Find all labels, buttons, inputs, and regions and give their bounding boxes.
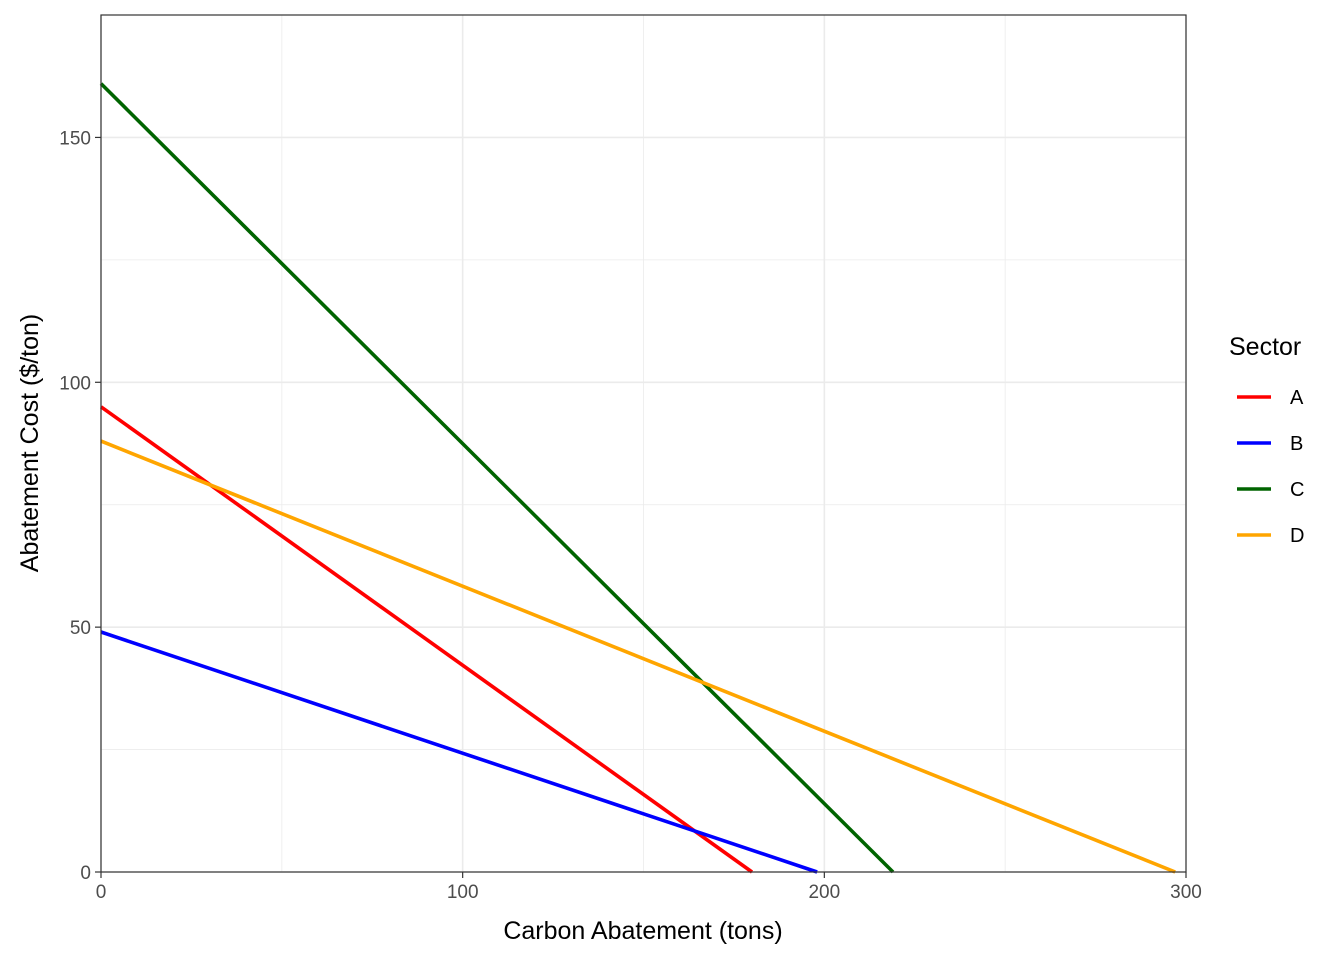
y-tick-label: 150 <box>59 128 91 149</box>
series-line-b <box>100 630 818 874</box>
series-line-c <box>99 82 895 874</box>
legend-items: A B C D <box>1237 387 1304 547</box>
y-tick-label: 100 <box>59 373 91 394</box>
y-tick-label: 0 <box>80 863 91 884</box>
series-line-d <box>100 439 1176 874</box>
x-tick-label: 300 <box>1170 882 1202 903</box>
y-tick-label: 50 <box>70 618 91 639</box>
legend: Sector A B C D <box>1229 333 1304 547</box>
series-lines <box>99 82 1176 874</box>
x-tick-label: 100 <box>447 882 479 903</box>
legend-label-a: A <box>1290 387 1304 409</box>
plot-border <box>100 14 1187 873</box>
legend-label-d: D <box>1290 525 1304 547</box>
x-tick-label: 0 <box>96 882 107 903</box>
legend-label-c: C <box>1290 479 1304 501</box>
y-axis-title: Abatement Cost ($/ton) <box>16 314 44 572</box>
axes: 0 100 200 300 0 50 100 150 <box>59 128 1202 903</box>
legend-title: Sector <box>1229 333 1301 361</box>
x-tick-label: 200 <box>808 882 840 903</box>
legend-label-b: B <box>1290 433 1303 455</box>
x-axis-title: Carbon Abatement (tons) <box>503 917 782 945</box>
